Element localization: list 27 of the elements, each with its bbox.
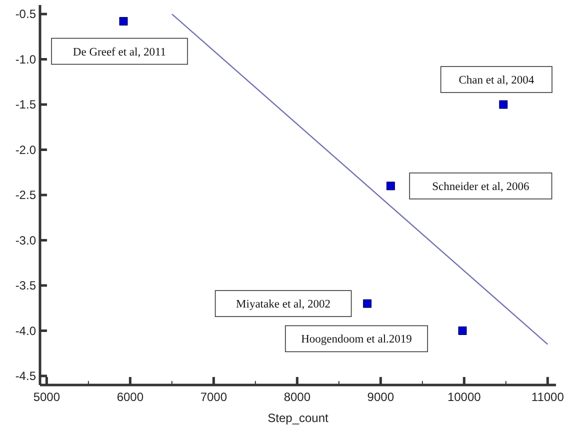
x-tick-label: 7000: [200, 390, 228, 404]
y-tick-label: -0.5: [15, 7, 36, 22]
annotation: De Greef et al, 2011: [72, 46, 166, 58]
annotation: Miyatake et al, 2002: [236, 298, 331, 311]
x-tick-label: 10000: [447, 390, 482, 404]
y-tick-label: -3.5: [15, 278, 36, 293]
point: [363, 299, 372, 308]
annotation: Schneider et al, 2006: [432, 180, 530, 193]
x-tick-label: 8000: [284, 390, 311, 404]
annotation: Chan et al, 2004: [458, 74, 534, 87]
y-tick-label: -3.0: [15, 233, 36, 248]
x-tick-label: 9000: [367, 390, 394, 404]
x-tick-label: 5000: [33, 390, 60, 404]
point: [458, 326, 467, 335]
y-tick-label: -2.5: [15, 188, 36, 202]
y-tick-label: -1.0: [15, 52, 36, 66]
x-tick-label: 6000: [116, 390, 144, 404]
y-tick-label: -4.5: [15, 369, 36, 384]
x-tick-label: 11000: [531, 390, 564, 404]
point: [386, 182, 395, 190]
annotation: Hoogendoom et al.2019: [301, 334, 412, 346]
y-tick-label: -2.0: [15, 142, 36, 157]
x-axis-title: Step_count: [268, 411, 330, 425]
y-tick-label: -4.0: [15, 324, 36, 338]
point: [119, 17, 128, 26]
point: [499, 100, 508, 109]
y-tick-label: -1.5: [15, 98, 36, 112]
